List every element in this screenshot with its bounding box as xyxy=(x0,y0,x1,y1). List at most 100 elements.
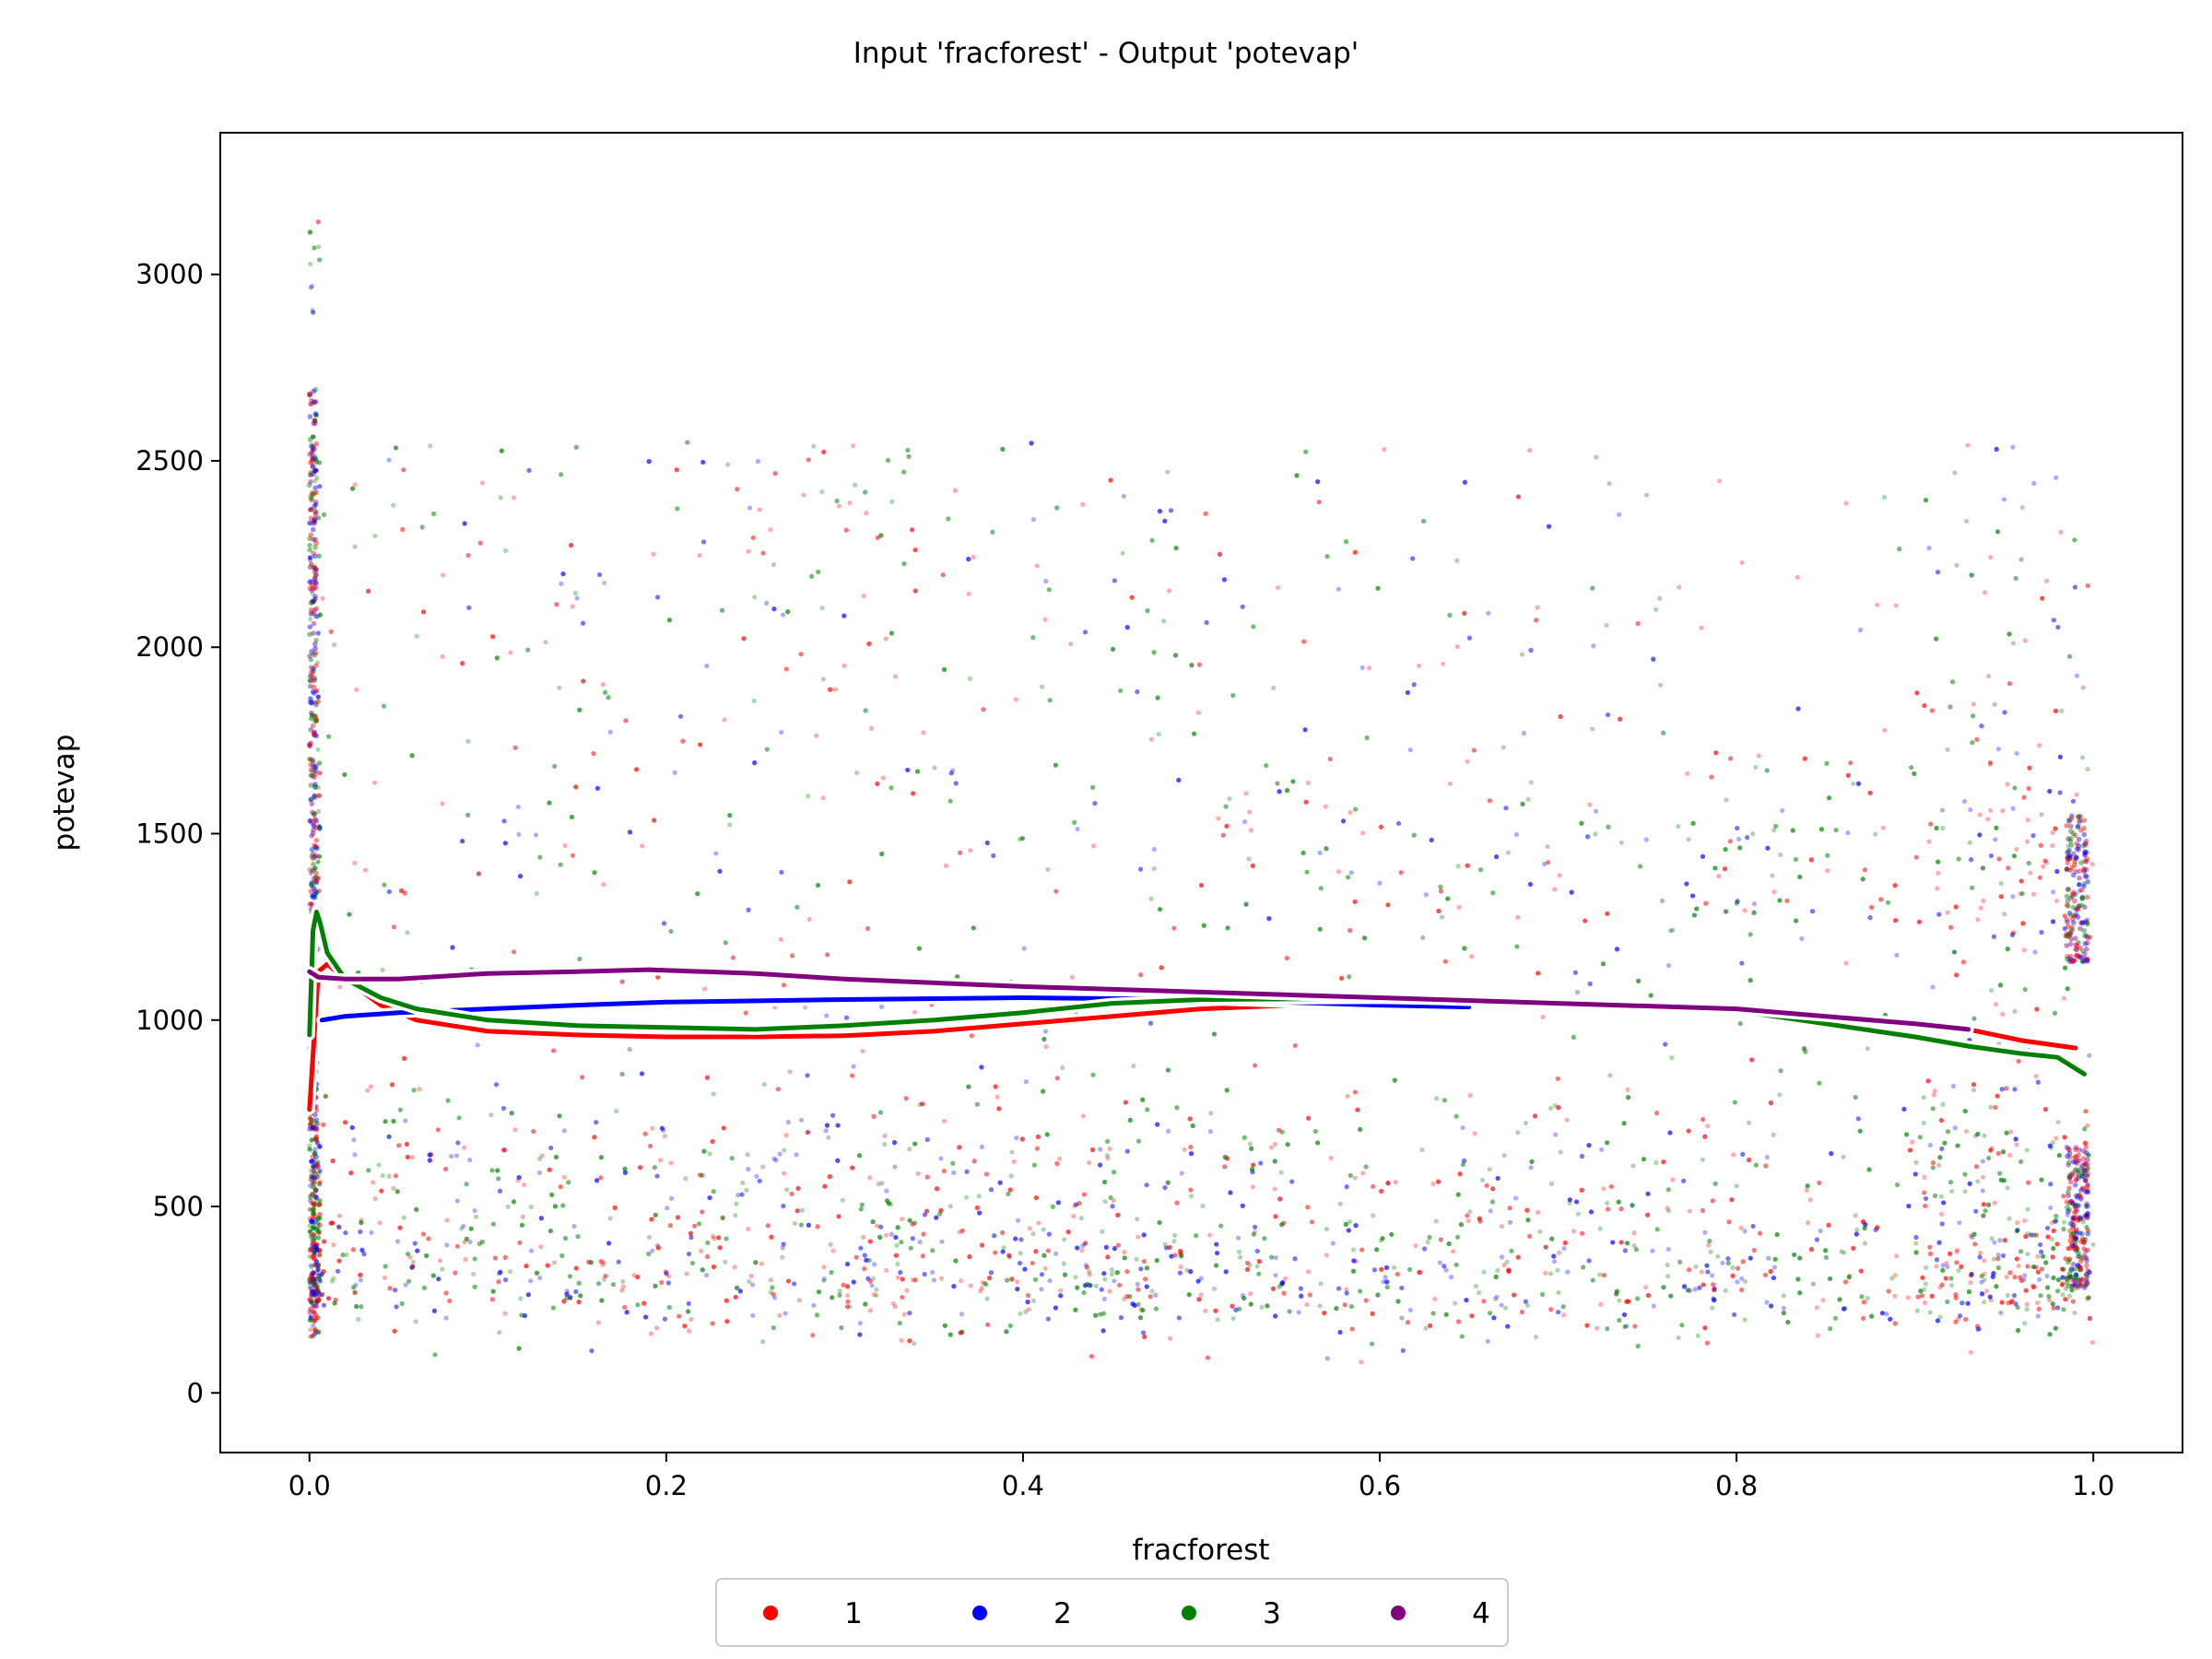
scatter-point xyxy=(1532,1113,1538,1119)
scatter-point xyxy=(1858,1268,1864,1274)
scatter-point xyxy=(794,1152,799,1158)
scatter-point xyxy=(309,880,314,886)
scatter-point xyxy=(1979,1273,1984,1279)
scatter-point xyxy=(2006,1300,2011,1306)
scatter-point xyxy=(314,717,320,723)
scatter-point xyxy=(1082,1283,1088,1288)
scatter-point xyxy=(1653,1111,1660,1116)
scatter-point xyxy=(1912,1171,1918,1177)
scatter-point xyxy=(1251,1162,1256,1168)
scatter-point xyxy=(622,1166,628,1171)
scatter-point xyxy=(1144,1284,1149,1289)
scatter-point xyxy=(1790,828,1795,833)
scatter-point xyxy=(315,859,321,865)
scatter-point xyxy=(1135,1138,1142,1144)
scatter-point xyxy=(820,677,827,682)
scatter-point xyxy=(1681,1178,1687,1183)
scatter-point xyxy=(603,1273,608,1279)
scatter-point xyxy=(1704,1263,1710,1268)
scatter-point xyxy=(1438,888,1444,894)
scatter-point xyxy=(317,1182,323,1187)
scatter-point xyxy=(1935,570,1941,575)
scatter-point xyxy=(1676,823,1681,830)
scatter-point xyxy=(1968,807,1973,813)
scatter-point xyxy=(447,1298,453,1304)
scatter-point xyxy=(1841,1250,1847,1255)
scatter-point xyxy=(1438,884,1443,889)
scatter-point xyxy=(351,1285,357,1290)
scatter-point xyxy=(1739,960,1745,966)
scatter-point xyxy=(1810,1281,1817,1287)
scatter-point xyxy=(993,1250,998,1255)
scatter-point xyxy=(2007,1270,2013,1276)
scatter-point xyxy=(315,630,321,636)
scatter-point xyxy=(1124,1294,1130,1300)
scatter-point xyxy=(1950,1083,1957,1089)
scatter-point xyxy=(1423,1325,1429,1331)
scatter-point xyxy=(580,1075,585,1080)
scatter-point xyxy=(765,1223,771,1229)
scatter-point xyxy=(307,1143,312,1148)
scatter-point xyxy=(1174,1200,1180,1206)
scatter-point xyxy=(771,1324,776,1331)
scatter-point xyxy=(1163,1245,1170,1251)
scatter-point xyxy=(619,979,625,984)
scatter-point xyxy=(1081,1289,1087,1296)
scatter-point xyxy=(700,1267,705,1273)
scatter-point xyxy=(1189,663,1194,668)
scatter-point xyxy=(1195,1278,1201,1284)
scatter-point xyxy=(574,595,580,601)
scatter-point xyxy=(559,581,564,586)
scatter-point xyxy=(1845,830,1851,836)
scatter-point xyxy=(830,1248,836,1253)
scatter-point xyxy=(1977,1254,1983,1260)
scatter-point xyxy=(2063,1297,2068,1302)
scatter-point xyxy=(336,1213,343,1218)
scatter-point xyxy=(309,712,315,718)
scatter-point xyxy=(312,1318,318,1324)
scatter-point xyxy=(421,1285,428,1290)
scatter-point xyxy=(1740,1259,1746,1265)
scatter-point xyxy=(823,1128,829,1134)
scatter-point xyxy=(1176,1315,1182,1321)
scatter-point xyxy=(2006,865,2011,871)
scatter-point xyxy=(1358,1126,1363,1132)
scatter-point xyxy=(2062,1135,2067,1140)
scatter-point xyxy=(1135,1234,1141,1240)
scatter-point xyxy=(735,1193,741,1198)
scatter-point xyxy=(761,1081,767,1088)
scatter-point xyxy=(1145,608,1150,614)
scatter-point xyxy=(550,1305,556,1311)
scatter-point xyxy=(1289,1179,1295,1184)
scatter-point xyxy=(1304,869,1310,875)
scatter-point xyxy=(594,785,601,791)
scatter-point xyxy=(312,895,318,900)
scatter-point xyxy=(1069,974,1075,981)
scatter-point xyxy=(1643,837,1649,842)
scatter-point xyxy=(1174,1200,1180,1206)
scatter-point xyxy=(1546,524,1552,529)
scatter-point xyxy=(1324,1253,1329,1258)
scatter-point xyxy=(1110,1204,1115,1209)
scatter-point xyxy=(1124,625,1130,630)
scatter-point xyxy=(1008,1173,1014,1179)
scatter-point xyxy=(991,853,996,858)
scatter-point xyxy=(1556,1289,1561,1296)
scatter-point xyxy=(1337,1329,1343,1335)
scatter-point xyxy=(445,1098,451,1103)
scatter-point xyxy=(1382,1275,1388,1280)
scatter-point xyxy=(1100,1311,1107,1316)
scatter-point xyxy=(315,1220,321,1226)
scatter-point xyxy=(1532,1113,1538,1119)
scatter-point xyxy=(1885,900,1891,905)
scatter-point xyxy=(1053,762,1058,768)
scatter-point xyxy=(312,1288,318,1294)
scatter-point xyxy=(372,533,378,539)
scatter-point xyxy=(1225,925,1230,931)
scatter-point xyxy=(1188,1151,1194,1157)
scatter-point xyxy=(1861,1300,1867,1305)
scatter-point xyxy=(426,1236,431,1241)
scatter-point xyxy=(1785,1319,1791,1325)
scatter-point xyxy=(2026,1180,2031,1185)
scatter-point xyxy=(1249,1167,1255,1172)
